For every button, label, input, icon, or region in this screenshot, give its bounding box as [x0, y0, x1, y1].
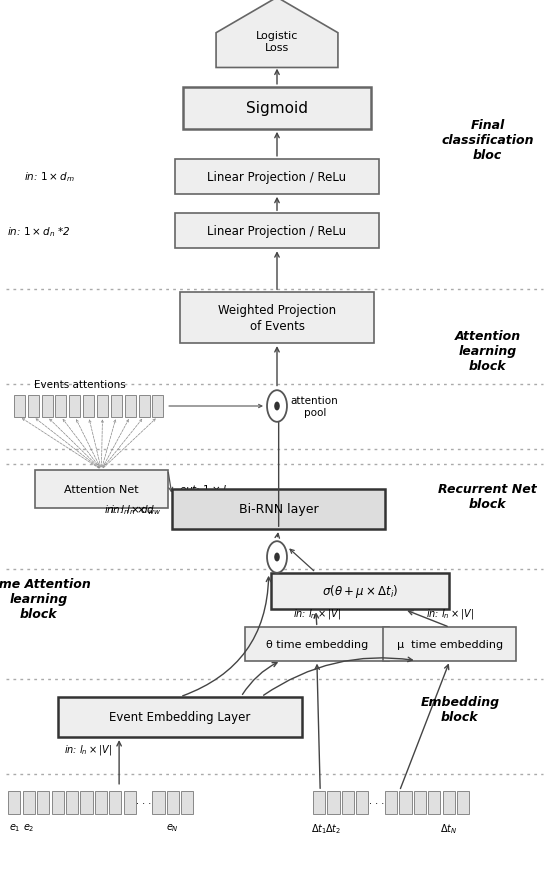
Bar — [327, 791, 340, 814]
Text: Weighted Projection
of Events: Weighted Projection of Events — [218, 303, 336, 333]
Bar — [97, 396, 108, 417]
Bar — [183, 88, 371, 130]
Bar — [385, 791, 397, 814]
Bar — [95, 791, 107, 814]
Text: out: $1 \times l_n$: out: $1 \times l_n$ — [179, 482, 231, 496]
Circle shape — [274, 403, 280, 411]
Bar — [175, 160, 379, 195]
Bar — [111, 396, 122, 417]
Bar — [125, 396, 136, 417]
Bar — [152, 396, 163, 417]
Bar — [181, 791, 193, 814]
Text: $\Delta t_1$: $\Delta t_1$ — [311, 821, 327, 835]
Bar — [55, 396, 66, 417]
Text: $\sigma(\theta + \mu \times \Delta t_i)$: $\sigma(\theta + \mu \times \Delta t_i)$ — [322, 583, 398, 600]
Text: Embedding
block: Embedding block — [420, 695, 499, 724]
Bar — [167, 791, 179, 814]
Bar — [35, 470, 168, 509]
Text: · · ·: · · · — [136, 798, 152, 808]
Bar — [172, 489, 386, 530]
Bar — [124, 791, 136, 814]
Bar — [28, 396, 39, 417]
Circle shape — [274, 553, 280, 562]
Text: Attention
learning
block: Attention learning block — [454, 330, 521, 372]
Bar — [152, 791, 165, 814]
Text: Recurrent Net
block: Recurrent Net block — [438, 482, 537, 510]
Text: Bi-RNN layer: Bi-RNN layer — [239, 503, 319, 516]
Bar — [356, 791, 368, 814]
Bar — [245, 628, 389, 661]
Text: Linear Projection / ReLu: Linear Projection / ReLu — [207, 171, 347, 183]
Bar — [443, 791, 455, 814]
Text: Sigmoid: Sigmoid — [246, 101, 308, 117]
Text: in: $l_n \times |V|$: in: $l_n \times |V|$ — [293, 607, 341, 621]
Bar — [58, 697, 302, 738]
Bar — [83, 396, 94, 417]
Text: in: $l_n \times |V|$: in: $l_n \times |V|$ — [64, 742, 112, 756]
Text: in: $l_n \times |V|$: in: $l_n \times |V|$ — [425, 607, 474, 621]
Text: μ  time embedding: μ time embedding — [397, 639, 503, 649]
Text: Attention Net: Attention Net — [64, 484, 138, 495]
Text: $\Delta t_2$: $\Delta t_2$ — [326, 821, 341, 835]
Text: $e_N$: $e_N$ — [166, 821, 179, 833]
Text: in: $l_n \times d_w$: in: $l_n \times d_w$ — [104, 503, 155, 517]
Text: in: $1 \times d_m$: in: $1 \times d_m$ — [24, 170, 75, 184]
Bar — [180, 293, 374, 344]
Bar — [414, 791, 426, 814]
Polygon shape — [216, 0, 338, 68]
Bar — [23, 791, 35, 814]
Text: in: $l_n \times d_w$: in: $l_n \times d_w$ — [110, 503, 161, 517]
Bar — [66, 791, 78, 814]
Circle shape — [267, 391, 287, 423]
Text: attention
pool: attention pool — [291, 396, 338, 417]
Bar — [109, 791, 121, 814]
Bar — [342, 791, 354, 814]
Bar — [80, 791, 93, 814]
Text: $\Delta t_N$: $\Delta t_N$ — [440, 821, 458, 835]
Text: $e_1$: $e_1$ — [9, 821, 20, 833]
Bar — [42, 396, 53, 417]
Text: Final
classification
bloc: Final classification bloc — [442, 119, 534, 161]
Bar — [399, 791, 412, 814]
Text: · · ·: · · · — [369, 798, 384, 808]
Text: Time Attention
learning
block: Time Attention learning block — [0, 578, 91, 621]
Circle shape — [267, 542, 287, 574]
Text: Logistic
Loss: Logistic Loss — [256, 32, 298, 53]
Text: $e_2$: $e_2$ — [23, 821, 34, 833]
Bar — [138, 396, 150, 417]
Bar — [37, 791, 49, 814]
Bar — [428, 791, 440, 814]
Bar — [175, 214, 379, 249]
Bar — [313, 791, 325, 814]
Bar — [52, 791, 64, 814]
Bar — [271, 573, 449, 610]
Text: Events attentions: Events attentions — [34, 380, 126, 389]
Text: θ time embedding: θ time embedding — [266, 639, 368, 649]
Bar — [8, 791, 20, 814]
Bar — [383, 628, 516, 661]
Text: Linear Projection / ReLu: Linear Projection / ReLu — [207, 225, 347, 238]
Text: in: $1 \times d_n$ *2: in: $1 \times d_n$ *2 — [7, 225, 70, 239]
Bar — [14, 396, 25, 417]
Text: Event Embedding Layer: Event Embedding Layer — [109, 710, 251, 724]
Bar — [457, 791, 469, 814]
Bar — [69, 396, 80, 417]
